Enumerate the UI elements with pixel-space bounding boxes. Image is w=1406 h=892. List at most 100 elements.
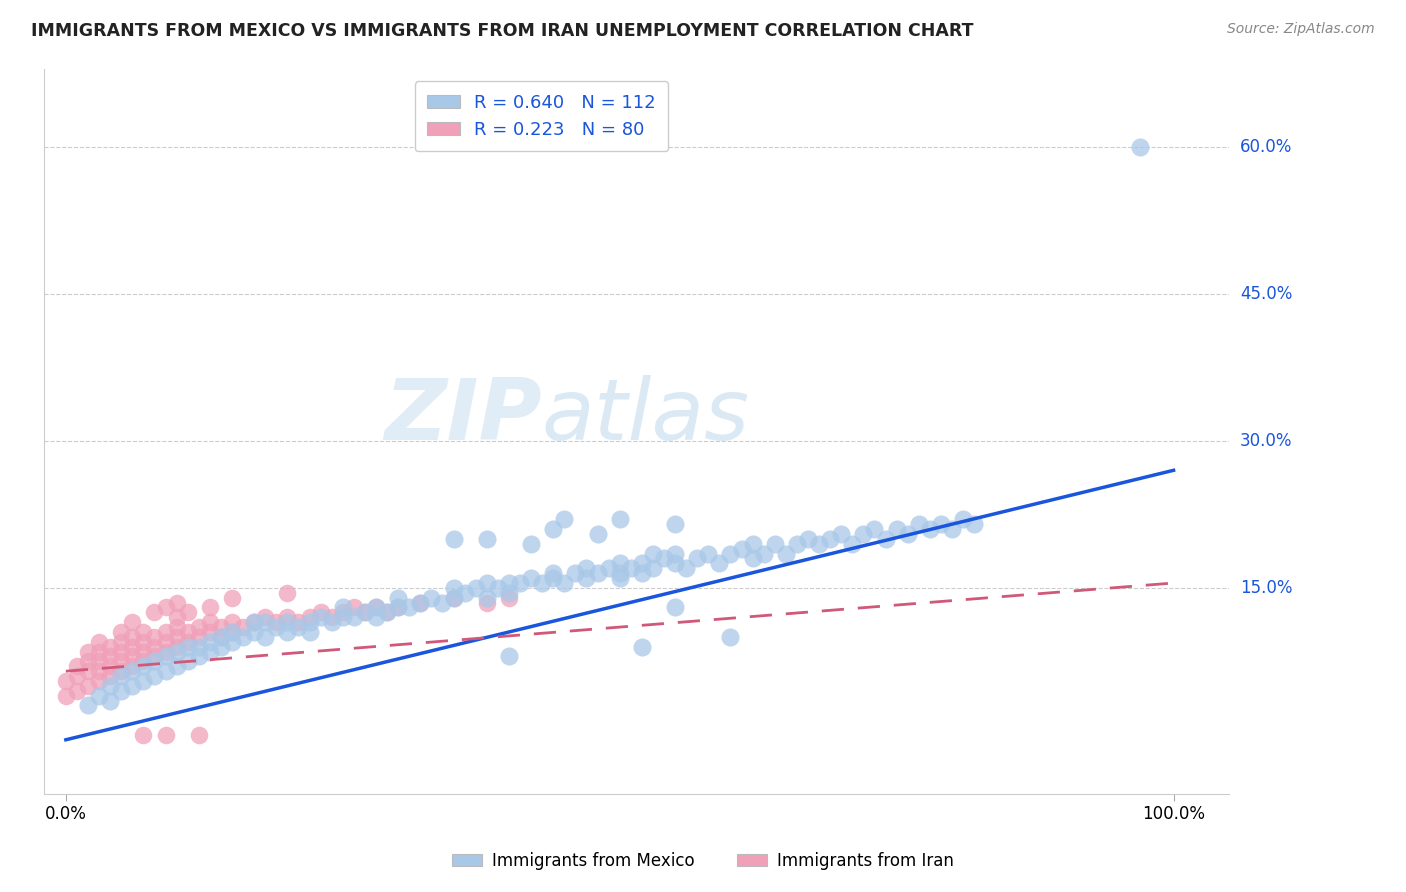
Point xyxy=(652,551,675,566)
Point xyxy=(143,649,166,664)
Point xyxy=(77,654,100,668)
Point xyxy=(155,649,177,664)
Point xyxy=(166,630,188,644)
Point xyxy=(830,527,852,541)
Point xyxy=(132,673,155,688)
Point xyxy=(176,606,198,620)
Point xyxy=(66,659,89,673)
Point xyxy=(609,512,631,526)
Point xyxy=(155,728,177,742)
Point xyxy=(354,606,377,620)
Point xyxy=(121,679,143,693)
Point xyxy=(664,600,686,615)
Point xyxy=(143,654,166,668)
Point xyxy=(110,634,132,648)
Point xyxy=(631,640,654,654)
Point xyxy=(443,581,465,595)
Point xyxy=(243,625,266,640)
Point xyxy=(155,625,177,640)
Point xyxy=(664,557,686,571)
Point xyxy=(498,649,520,664)
Point xyxy=(375,606,398,620)
Point xyxy=(641,561,664,575)
Point xyxy=(143,630,166,644)
Text: ZIP: ZIP xyxy=(384,376,541,458)
Point xyxy=(276,625,298,640)
Point xyxy=(541,522,564,536)
Point xyxy=(575,561,598,575)
Point xyxy=(155,600,177,615)
Point xyxy=(87,664,110,678)
Point xyxy=(155,634,177,648)
Point xyxy=(309,610,332,624)
Point xyxy=(166,659,188,673)
Point xyxy=(121,630,143,644)
Point xyxy=(664,517,686,532)
Point xyxy=(254,610,277,624)
Point xyxy=(443,532,465,546)
Text: 45.0%: 45.0% xyxy=(1240,285,1292,303)
Point xyxy=(641,547,664,561)
Point xyxy=(209,620,232,634)
Point xyxy=(187,620,209,634)
Point xyxy=(387,591,409,605)
Point xyxy=(143,640,166,654)
Point xyxy=(486,581,509,595)
Text: Source: ZipAtlas.com: Source: ZipAtlas.com xyxy=(1227,22,1375,37)
Point xyxy=(198,644,221,658)
Point xyxy=(409,596,432,610)
Point xyxy=(443,591,465,605)
Point xyxy=(332,610,354,624)
Point xyxy=(243,615,266,630)
Point xyxy=(155,644,177,658)
Point xyxy=(110,625,132,640)
Point xyxy=(897,527,920,541)
Point xyxy=(321,615,343,630)
Point xyxy=(132,728,155,742)
Point xyxy=(98,640,121,654)
Point xyxy=(763,537,786,551)
Point xyxy=(664,547,686,561)
Point xyxy=(709,557,731,571)
Point xyxy=(475,591,498,605)
Point xyxy=(918,522,941,536)
Point xyxy=(187,630,209,644)
Point xyxy=(287,615,309,630)
Point xyxy=(66,669,89,683)
Point xyxy=(132,654,155,668)
Point xyxy=(775,547,797,561)
Point xyxy=(143,669,166,683)
Point xyxy=(586,566,609,581)
Point xyxy=(343,600,366,615)
Point xyxy=(254,630,277,644)
Point xyxy=(475,596,498,610)
Point xyxy=(121,615,143,630)
Point xyxy=(443,591,465,605)
Point xyxy=(1129,140,1152,154)
Point xyxy=(553,576,575,591)
Point xyxy=(409,596,432,610)
Point xyxy=(475,532,498,546)
Point xyxy=(276,610,298,624)
Text: 15.0%: 15.0% xyxy=(1240,579,1292,597)
Point xyxy=(132,644,155,658)
Point xyxy=(87,634,110,648)
Point xyxy=(187,640,209,654)
Point xyxy=(752,547,775,561)
Point xyxy=(166,610,188,624)
Point xyxy=(221,615,243,630)
Point xyxy=(343,610,366,624)
Point xyxy=(697,547,720,561)
Point xyxy=(243,615,266,630)
Point xyxy=(520,571,543,585)
Point xyxy=(221,625,243,640)
Point xyxy=(98,679,121,693)
Point xyxy=(520,537,543,551)
Point xyxy=(886,522,908,536)
Point xyxy=(364,610,387,624)
Point xyxy=(620,561,643,575)
Point xyxy=(187,649,209,664)
Point xyxy=(221,634,243,648)
Point xyxy=(541,571,564,585)
Point xyxy=(309,606,332,620)
